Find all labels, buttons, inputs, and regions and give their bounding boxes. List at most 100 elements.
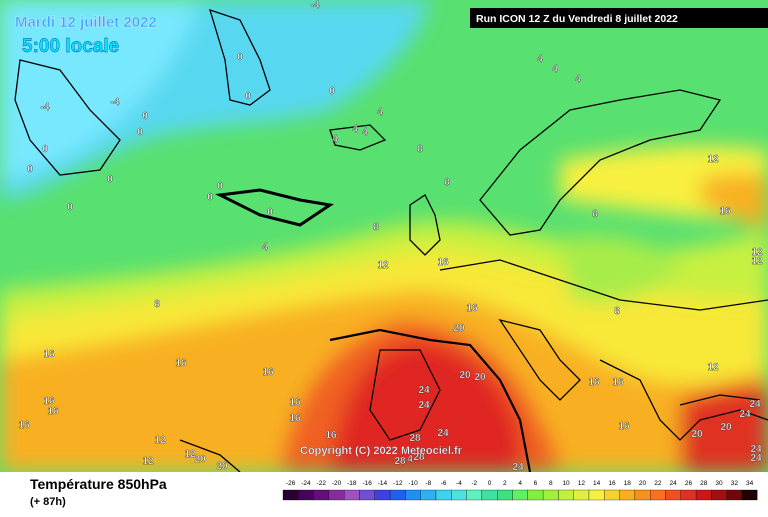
contour-label: -4 [311,0,320,11]
scale-label: 24 [670,480,678,487]
contour-label: 24 [739,409,751,420]
contour-label: 4 [377,107,383,118]
contour-label: -4 [111,97,120,108]
scale-label: 18 [624,480,632,487]
scale-swatch [435,489,452,501]
contour-label: 12 [707,362,719,373]
scale-label: -6 [441,480,447,487]
scale-label: 32 [731,480,739,487]
scale-swatch [619,489,636,501]
scale-label: 6 [534,480,538,487]
scale-label: -8 [425,480,431,487]
scale-label: 28 [700,480,708,487]
run-info: Run ICON 12 Z du Vendredi 8 juillet 2022 [476,13,678,25]
map-date: Mardi 12 juillet 2022 [15,14,157,31]
scale-swatch [650,489,666,501]
contour-label: 16 [175,358,187,369]
scale-swatch [481,489,498,501]
contour-label: 28 [413,452,425,463]
contour-label: 20 [453,323,465,334]
scale-label: 10 [562,480,570,487]
contour-label: 24 [437,428,449,439]
contour-label: 0 [207,192,213,203]
contour-label: 0 [137,127,143,138]
scale-swatch [726,489,743,501]
contour-label: 16 [47,406,59,417]
contour-label: 0 [42,144,48,155]
scale-label: 12 [578,480,586,487]
contour-label: 20 [194,454,206,465]
contour-label: 28 [409,433,421,444]
scale-swatch [527,489,544,501]
scale-swatch [573,489,590,501]
contour-label: 8 [373,222,379,233]
scale-label: 34 [746,480,754,487]
scale-label: -18 [347,480,357,487]
contour-label: 4 [332,134,338,145]
contour-label: 16 [262,367,274,378]
contour-label: 24 [750,444,762,455]
scale-swatch [451,489,467,501]
scale-label: 2 [503,480,507,487]
forecast-hour: (+ 87h) [30,496,66,508]
scale-label: -20 [332,480,342,487]
contour-label: 0 [27,164,33,175]
scale-label: 30 [715,480,723,487]
contour-label: 4 [352,124,358,135]
contour-label: 12 [154,435,166,446]
contour-label: 24 [749,399,761,410]
scale-swatch [588,489,605,501]
contour-label: 4 [537,54,543,65]
contour-label: 8 [444,177,450,188]
contour-label: 16 [618,421,630,432]
scale-label: -24 [301,480,311,487]
contour-label: 20 [720,422,732,433]
contour-label: 20 [459,370,471,381]
contour-label: 16 [719,206,731,217]
contour-label: 16 [612,377,624,388]
scale-swatch [420,489,437,501]
contour-label: 12 [184,449,196,460]
scale-swatch [344,489,360,501]
scale-swatch [313,489,330,501]
contour-label: 16 [43,396,55,407]
contour-label: 16 [18,420,30,431]
scale-label: -4 [456,480,462,487]
map-time: 5:00 locale [22,36,119,57]
scale-label: 22 [654,480,662,487]
contour-label: 4 [262,242,268,253]
contour-label: 20 [474,372,486,383]
run-box [470,8,768,28]
contour-label: 8 [592,209,598,220]
contour-label: 4 [362,127,368,138]
scale-swatch [298,489,314,501]
scale-swatch [711,489,727,501]
scale-swatch [359,489,375,501]
scale-label: -12 [393,480,403,487]
contour-label: 24 [512,462,524,473]
scale-swatch [680,489,697,501]
scale-label: 14 [593,480,601,487]
contour-label: 0 [267,207,273,218]
scale-swatch [634,489,651,501]
contour-label: 0 [245,91,251,102]
contour-label: 28 [394,456,406,467]
scale-label: -26 [286,480,296,487]
scale-swatch [604,489,620,501]
contour-label: 4 [552,64,558,75]
contour-label: 12 [751,247,763,258]
scale-swatch [665,489,681,501]
scale-label: 4 [518,480,522,487]
contour-label: 8 [614,306,620,317]
contour-label: 16 [289,413,301,424]
scale-label: 26 [685,480,693,487]
scale-label: -22 [317,480,327,487]
contour-label: 4 [575,74,581,85]
contour-label: 4 [407,454,413,465]
contour-label: 24 [750,453,762,464]
scale-swatch [512,489,528,501]
scale-label: 0 [488,480,492,487]
